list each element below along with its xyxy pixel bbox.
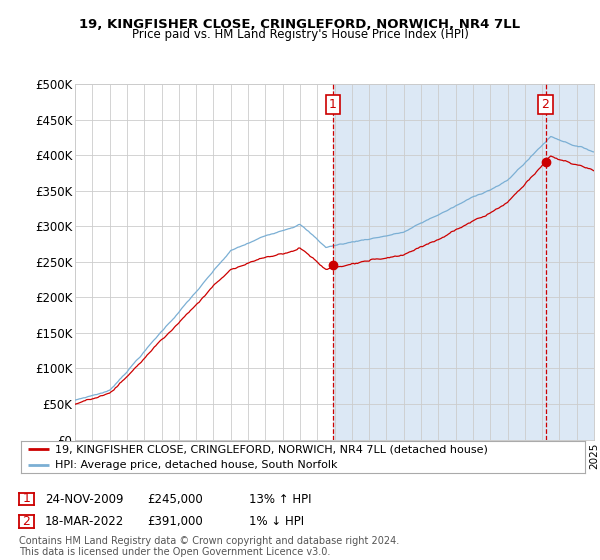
Text: 1% ↓ HPI: 1% ↓ HPI — [249, 515, 304, 529]
Text: 18-MAR-2022: 18-MAR-2022 — [45, 515, 124, 529]
Text: 24-NOV-2009: 24-NOV-2009 — [45, 493, 124, 506]
Text: 19, KINGFISHER CLOSE, CRINGLEFORD, NORWICH, NR4 7LL (detached house): 19, KINGFISHER CLOSE, CRINGLEFORD, NORWI… — [55, 445, 488, 455]
Text: 2: 2 — [542, 98, 550, 111]
Bar — [333, 84, 594, 440]
Text: 13% ↑ HPI: 13% ↑ HPI — [249, 493, 311, 506]
Text: 1: 1 — [329, 98, 337, 111]
Text: Price paid vs. HM Land Registry's House Price Index (HPI): Price paid vs. HM Land Registry's House … — [131, 28, 469, 41]
Text: £245,000: £245,000 — [147, 493, 203, 506]
Text: £391,000: £391,000 — [147, 515, 203, 529]
Text: Contains HM Land Registry data © Crown copyright and database right 2024.
This d: Contains HM Land Registry data © Crown c… — [19, 535, 400, 557]
Text: 1: 1 — [22, 492, 31, 506]
Text: 2: 2 — [22, 515, 31, 528]
Text: HPI: Average price, detached house, South Norfolk: HPI: Average price, detached house, Sout… — [55, 460, 337, 470]
Bar — [75, 84, 333, 440]
Text: 19, KINGFISHER CLOSE, CRINGLEFORD, NORWICH, NR4 7LL: 19, KINGFISHER CLOSE, CRINGLEFORD, NORWI… — [79, 18, 521, 31]
